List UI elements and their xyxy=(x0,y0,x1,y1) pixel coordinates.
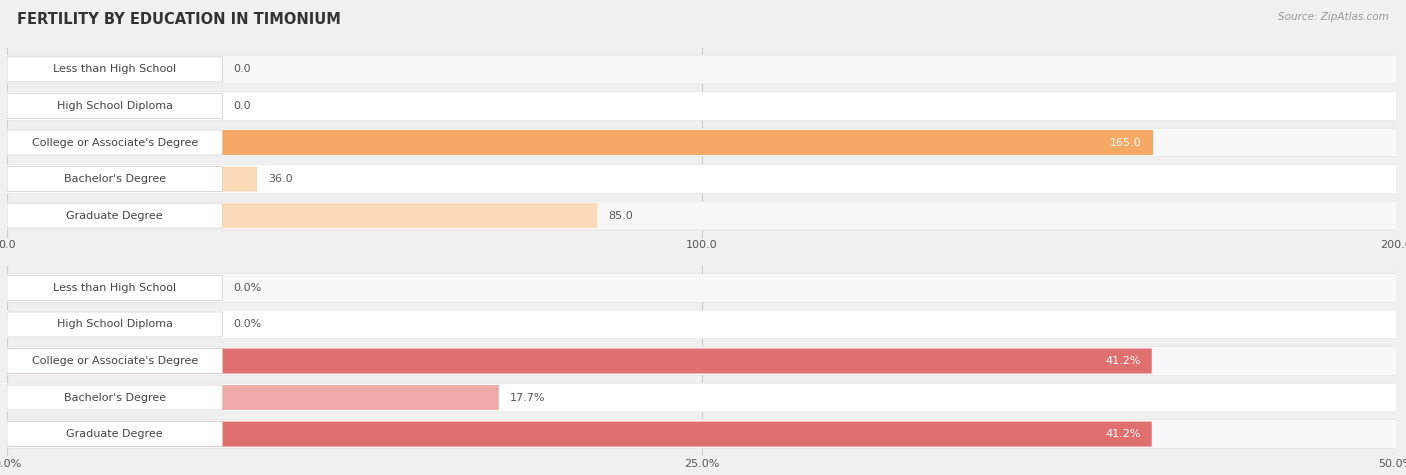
FancyBboxPatch shape xyxy=(7,347,1396,375)
FancyBboxPatch shape xyxy=(7,276,222,300)
FancyBboxPatch shape xyxy=(7,92,1396,120)
Text: Graduate Degree: Graduate Degree xyxy=(66,429,163,439)
FancyBboxPatch shape xyxy=(7,203,222,228)
FancyBboxPatch shape xyxy=(7,201,1396,230)
Text: 17.7%: 17.7% xyxy=(510,392,546,402)
Text: 85.0: 85.0 xyxy=(609,210,633,220)
FancyBboxPatch shape xyxy=(7,167,257,191)
FancyBboxPatch shape xyxy=(7,274,1396,302)
FancyBboxPatch shape xyxy=(7,130,1153,155)
FancyBboxPatch shape xyxy=(7,349,222,373)
Text: Graduate Degree: Graduate Degree xyxy=(66,210,163,220)
FancyBboxPatch shape xyxy=(7,420,1396,448)
FancyBboxPatch shape xyxy=(7,167,222,191)
FancyBboxPatch shape xyxy=(7,310,1396,339)
FancyBboxPatch shape xyxy=(7,203,598,228)
FancyBboxPatch shape xyxy=(7,385,222,410)
Text: Bachelor's Degree: Bachelor's Degree xyxy=(63,392,166,402)
FancyBboxPatch shape xyxy=(7,385,499,410)
Text: 41.2%: 41.2% xyxy=(1105,356,1140,366)
Text: Bachelor's Degree: Bachelor's Degree xyxy=(63,174,166,184)
FancyBboxPatch shape xyxy=(7,57,222,82)
Text: 0.0: 0.0 xyxy=(233,65,252,75)
FancyBboxPatch shape xyxy=(7,94,222,118)
Text: 165.0: 165.0 xyxy=(1111,137,1142,148)
FancyBboxPatch shape xyxy=(7,165,1396,193)
Text: FERTILITY BY EDUCATION IN TIMONIUM: FERTILITY BY EDUCATION IN TIMONIUM xyxy=(17,12,340,27)
FancyBboxPatch shape xyxy=(7,383,1396,412)
Text: 0.0%: 0.0% xyxy=(233,320,262,330)
FancyBboxPatch shape xyxy=(7,55,1396,84)
Text: College or Associate's Degree: College or Associate's Degree xyxy=(31,356,198,366)
Text: High School Diploma: High School Diploma xyxy=(56,320,173,330)
Text: 0.0: 0.0 xyxy=(233,101,252,111)
FancyBboxPatch shape xyxy=(7,422,222,446)
FancyBboxPatch shape xyxy=(7,130,222,155)
Text: High School Diploma: High School Diploma xyxy=(56,101,173,111)
Text: 41.2%: 41.2% xyxy=(1105,429,1140,439)
FancyBboxPatch shape xyxy=(7,128,1396,157)
Text: Less than High School: Less than High School xyxy=(53,65,176,75)
FancyBboxPatch shape xyxy=(7,422,1152,446)
FancyBboxPatch shape xyxy=(7,312,222,337)
Text: 36.0: 36.0 xyxy=(269,174,292,184)
Text: Less than High School: Less than High School xyxy=(53,283,176,293)
Text: 0.0%: 0.0% xyxy=(233,283,262,293)
Text: Source: ZipAtlas.com: Source: ZipAtlas.com xyxy=(1278,12,1389,22)
FancyBboxPatch shape xyxy=(7,349,1152,373)
Text: College or Associate's Degree: College or Associate's Degree xyxy=(31,137,198,148)
